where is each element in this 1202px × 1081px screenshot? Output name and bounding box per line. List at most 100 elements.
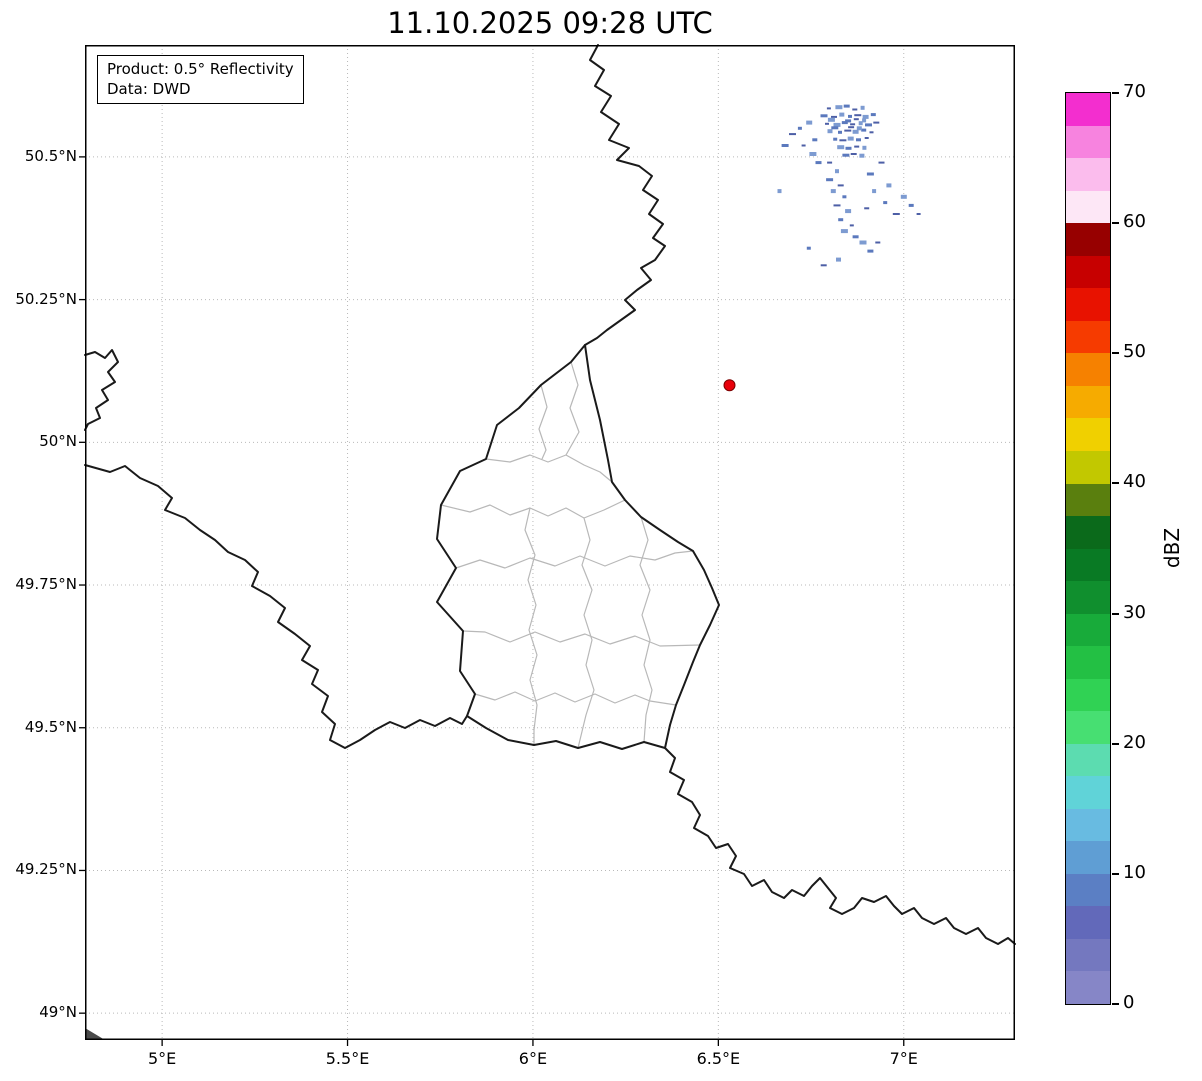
colorbar-tick-mark [1112, 92, 1119, 94]
colorbar-tick-label: 40 [1123, 471, 1146, 493]
radar-echo-pixel [859, 153, 865, 158]
radar-echo-pixel [820, 114, 828, 118]
radar-echo-pixel [830, 189, 836, 194]
radar-echo-pixel [862, 118, 867, 123]
colorbar-tick-label: 30 [1123, 601, 1146, 623]
annotation-product: Product: 0.5° Reflectivity [107, 60, 294, 78]
colorbar-block [1066, 483, 1110, 517]
colorbar-tick-mark [1112, 352, 1119, 355]
axes-frame [85, 45, 1015, 1040]
radar-echo-pixel [867, 249, 874, 253]
ytick-label: 50°N [39, 432, 77, 451]
radar-echo-pixel [850, 153, 857, 155]
radar-echo-pixel [847, 136, 854, 141]
radar-echo-pixel [873, 121, 880, 124]
radar-echo-pixel [836, 257, 841, 262]
border-france-belgium [84, 464, 468, 749]
colorbar-block [1066, 125, 1110, 159]
colorbar-block [1066, 93, 1110, 126]
colorbar-block [1066, 776, 1110, 809]
colorbar-block [1066, 223, 1110, 256]
luxembourg-canton-borders [440, 361, 701, 749]
ytick-label: 50.5°N [24, 146, 77, 165]
radar-echo-pixel [831, 115, 837, 118]
colorbar-block [1066, 841, 1110, 874]
colorbar-block [1066, 678, 1110, 712]
colorbar-block [1066, 581, 1110, 614]
radar-echo-pixel [840, 229, 848, 234]
radar-echo-pixel [845, 209, 852, 214]
radar-echo-pixel [806, 246, 811, 250]
radar-echo-layer [777, 104, 921, 267]
colorbar [1065, 92, 1111, 1005]
radar-echo-pixel [860, 105, 865, 110]
country-borders [84, 44, 1016, 1040]
radar-echo-pixel [862, 145, 867, 150]
ytick-label: 49°N [39, 1003, 77, 1022]
radar-echo-pixel [875, 241, 881, 244]
radar-echo-pixel [845, 146, 852, 150]
radar-echo-pixel [844, 129, 852, 132]
colorbar-block [1066, 320, 1110, 354]
map-fragment-corner [85, 1028, 105, 1040]
xtick-label: 6.5°E [696, 1049, 741, 1068]
radar-echo-pixel [835, 105, 843, 110]
radar-echo-pixel [820, 264, 827, 267]
radar-echo-pixel [827, 117, 835, 122]
radar-echo-pixel [842, 195, 847, 199]
radar-echo-pixel [854, 145, 860, 148]
colorbar-block [1066, 418, 1110, 451]
colorbar-tick-mark [1112, 222, 1119, 225]
radar-echo-pixel [865, 123, 872, 127]
radar-echo-pixel [839, 112, 845, 117]
radar-echo-pixel [833, 137, 838, 141]
radar-echo-pixel [856, 138, 861, 142]
radar-echo-pixel [848, 126, 855, 129]
radar-echo-pixel [797, 126, 802, 130]
colorbar-block [1066, 613, 1110, 647]
radar-echo-pixel [870, 113, 876, 117]
radar-echo-pixel [843, 104, 850, 108]
colorbar-block [1066, 450, 1110, 484]
radar-echo-pixel [862, 114, 869, 119]
radar-echo-pixel [852, 129, 859, 134]
radar-echo-pixel [864, 137, 869, 139]
colorbar-block [1066, 808, 1110, 842]
radar-echo-pixel [852, 108, 858, 111]
radar-echo-pixel [837, 145, 845, 150]
radar-echo-pixel [853, 118, 859, 121]
colorbar-block [1066, 516, 1110, 549]
radar-echo-pixel [777, 189, 782, 194]
radar-echo-pixel [838, 218, 844, 222]
border-luxembourg [436, 344, 720, 750]
colorbar-block [1066, 906, 1110, 939]
radar-echo-pixel [864, 207, 870, 210]
border-france-germany [664, 747, 1016, 945]
radar-echo-pixel [883, 201, 888, 205]
radar-echo-pixel [833, 122, 841, 127]
colorbar-block [1066, 385, 1110, 419]
map-plot [79, 44, 1016, 1046]
radar-echo-pixel [908, 203, 914, 207]
radar-echo-pixel [842, 153, 850, 157]
colorbar-tick-mark [1112, 742, 1119, 745]
ytick-label: 49.5°N [24, 717, 77, 736]
radar-echo-pixel [886, 183, 892, 188]
colorbar-tick-label: 20 [1123, 731, 1146, 753]
axis-tickmark-layer [79, 156, 905, 1046]
radar-echo-pixel [916, 213, 921, 215]
colorbar-tick-mark [1112, 1003, 1119, 1005]
colorbar-label: dBZ [1160, 527, 1184, 569]
radar-echo-pixel [850, 123, 856, 126]
radar-echo-pixel [839, 139, 847, 142]
colorbar-block [1066, 971, 1110, 1004]
colorbar-block [1066, 288, 1110, 321]
radar-echo-pixel [845, 119, 852, 123]
radar-echo-pixel [858, 121, 863, 126]
radar-echo-pixel [849, 224, 854, 227]
radar-echo-pixel [878, 161, 885, 164]
radar-echo-pixel [872, 189, 877, 194]
radar-site-marker [723, 379, 736, 392]
radar-echo-pixel [861, 128, 867, 132]
